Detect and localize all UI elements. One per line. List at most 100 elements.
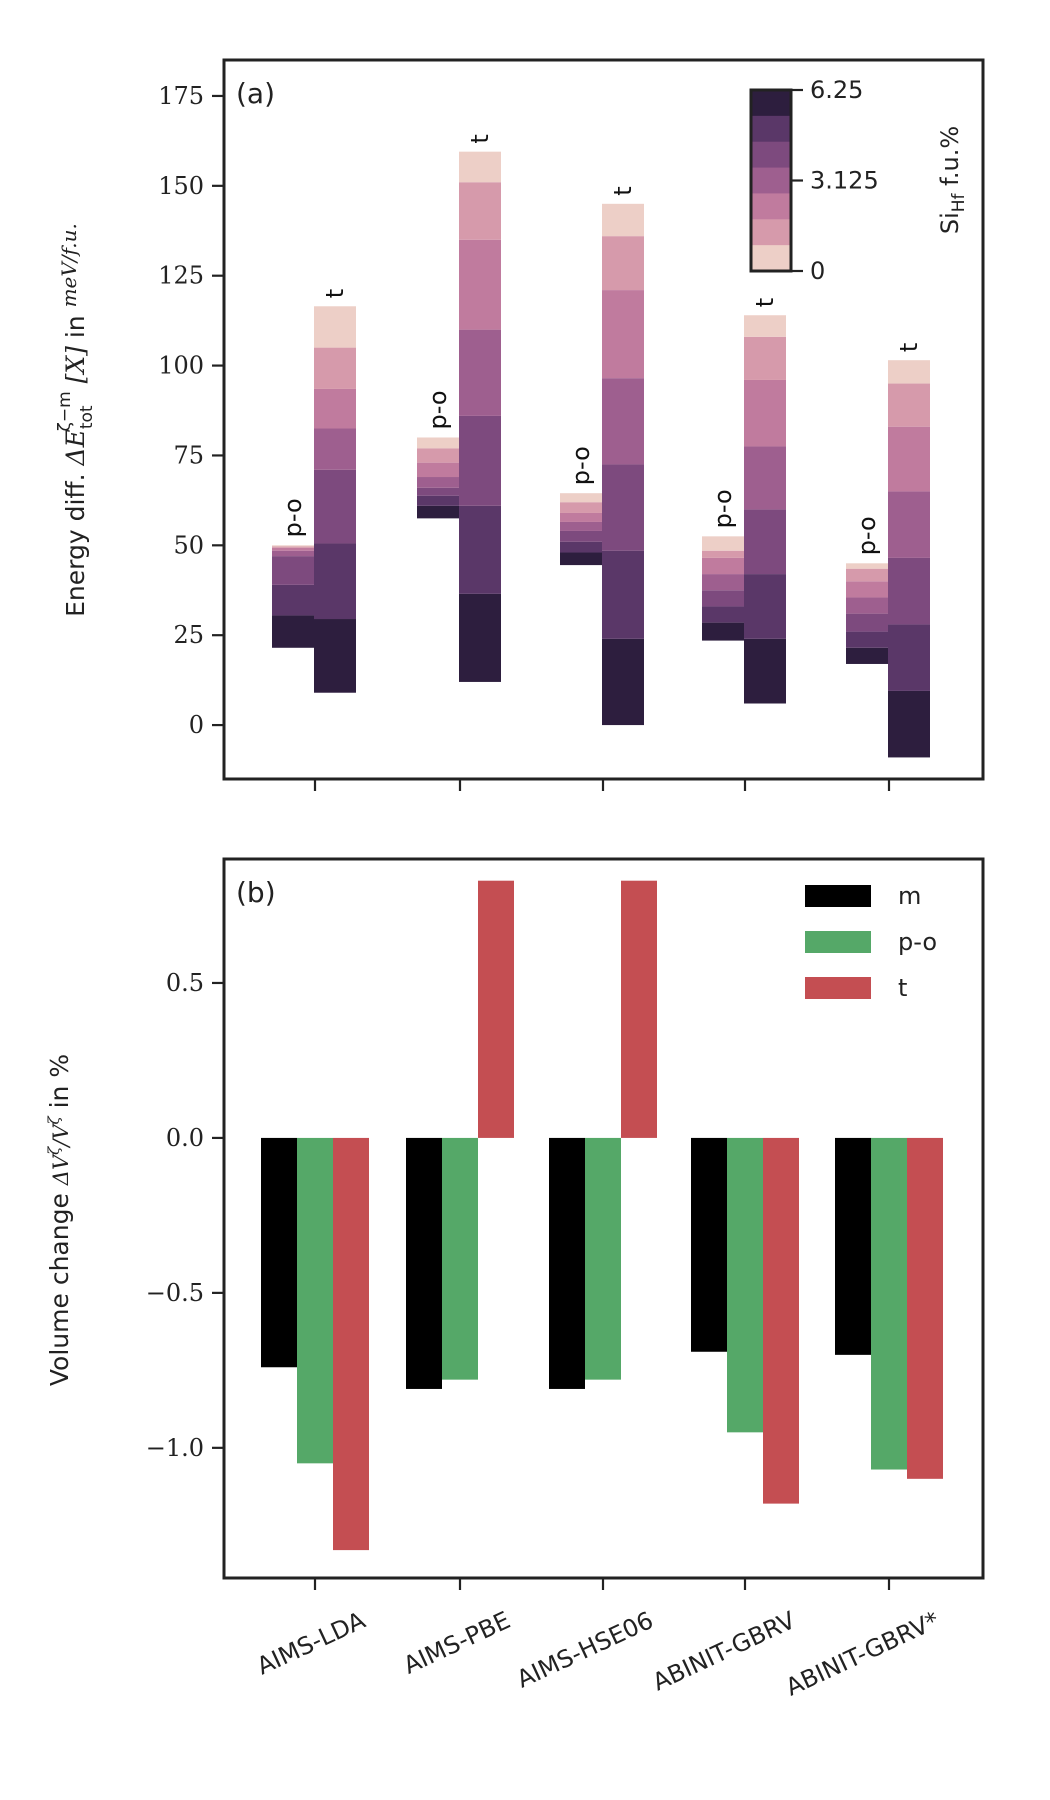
bar-segment-t-2-6	[602, 203, 644, 237]
bar-segment-p-o-4-5	[846, 568, 888, 582]
bar-segment-p-o-1-1	[417, 495, 459, 506]
bar-m-0	[261, 1137, 297, 1368]
panel-a-bar-labels: p-o p-o p-o p-o p-o t t t t t	[279, 134, 923, 555]
colorbar-swatch	[751, 90, 791, 117]
bar-segment-t-3-5	[744, 336, 786, 380]
panel-b-bars	[261, 880, 943, 1551]
panel-b-y-axis: 0.5 0.0 −0.5 −1.0	[146, 969, 224, 1462]
colorbar-label: SiHf f.u.%	[936, 126, 969, 234]
panel-b-volume-chart: 0.5 0.0 −0.5 −1.0 AIMS-LDA AIMS-PBEAIMS-HSE0…	[45, 857, 985, 1702]
bar-segment-p-o-3-4	[702, 557, 744, 575]
bar-segment-p-o-4-1	[846, 631, 888, 648]
bar-segment-t-4-6	[888, 360, 930, 384]
panel-a-y-axis: 0 25 50 75 100 125 150 175	[158, 82, 224, 739]
bar-p-o-3	[727, 1137, 763, 1433]
bar-segment-p-o-0-1	[272, 584, 314, 616]
bar-segment-p-o-1-4	[417, 462, 459, 478]
bar-label-t-3: t	[751, 298, 779, 307]
bar-segment-p-o-0-4	[272, 547, 314, 551]
panel-a-y-tick-label: 150	[158, 172, 204, 200]
bar-segment-t-3-3	[744, 446, 786, 510]
bar-p-o-4	[871, 1137, 907, 1470]
bar-segment-p-o-3-1	[702, 606, 744, 623]
legend-swatch-m	[805, 885, 871, 907]
bar-label-p-o-4: p-o	[853, 516, 881, 555]
bar-segment-p-o-3-3	[702, 574, 744, 591]
bar-segment-p-o-0-3	[272, 550, 314, 557]
bar-segment-p-o-0-0	[272, 615, 314, 648]
category-label-4: ABINIT-GBRV*	[781, 1606, 943, 1701]
panel-b-y-tick-label: −0.5	[146, 1279, 204, 1307]
bar-segment-p-o-3-6	[702, 536, 744, 551]
colorbar-tick-label: 6.25	[810, 76, 863, 104]
bar-segment-t-3-0	[744, 638, 786, 704]
bar-segment-t-1-0	[459, 593, 501, 682]
bar-segment-p-o-3-2	[702, 590, 744, 607]
colorbar-swatch	[751, 245, 791, 272]
bar-t-1	[478, 880, 514, 1138]
legend-swatch-t	[805, 977, 871, 999]
bar-segment-t-1-4	[459, 239, 501, 330]
bar-segment-t-2-5	[602, 236, 644, 291]
bar-segment-t-0-6	[314, 306, 356, 348]
bar-segment-p-o-2-6	[560, 493, 602, 503]
bar-segment-p-o-2-1	[560, 541, 602, 553]
legend-label-t: t	[898, 974, 907, 1002]
bar-label-p-o-1: p-o	[424, 390, 452, 429]
bar-t-0	[333, 1137, 369, 1551]
panel-a-y-tick-label: 75	[173, 441, 204, 469]
panel-a-label: (a)	[236, 77, 275, 110]
bar-segment-t-1-2	[459, 415, 501, 506]
bar-segment-p-o-4-4	[846, 581, 888, 598]
bar-segment-t-4-2	[888, 557, 930, 625]
bar-segment-p-o-4-3	[846, 597, 888, 614]
panel-b-x-axis: AIMS-LDA AIMS-PBEAIMS-HSE06ABINIT-GBRVABI…	[253, 1578, 944, 1702]
bar-segment-t-4-1	[888, 624, 930, 691]
bar-segment-p-o-1-2	[417, 487, 459, 496]
bar-segment-p-o-2-2	[560, 530, 602, 542]
bar-segment-p-o-0-2	[272, 556, 314, 585]
bar-segment-t-0-2	[314, 469, 356, 544]
panel-a-x-axis	[313, 779, 891, 791]
bar-segment-t-1-6	[459, 151, 501, 183]
legend-label-m: m	[898, 882, 921, 910]
bar-segment-t-4-3	[888, 491, 930, 558]
bar-label-t-0: t	[321, 289, 349, 298]
panel-b-y-tick-label: 0.0	[166, 1124, 204, 1152]
bar-segment-t-2-0	[602, 638, 644, 726]
bar-segment-p-o-1-6	[417, 437, 459, 449]
panel-a-y-tick-label: 175	[158, 82, 204, 110]
bar-segment-p-o-2-4	[560, 512, 602, 522]
bar-segment-t-2-3	[602, 378, 644, 465]
bar-segment-t-2-4	[602, 290, 644, 379]
panel-a-y-tick-label: 0	[189, 711, 204, 739]
bar-m-2	[549, 1137, 585, 1389]
bar-segment-p-o-2-3	[560, 521, 602, 531]
bar-segment-p-o-4-2	[846, 613, 888, 632]
bar-segment-p-o-2-5	[560, 502, 602, 513]
category-label-2: AIMS-HSE06	[512, 1606, 657, 1694]
bar-segment-t-2-1	[602, 550, 644, 639]
bar-segment-p-o-1-3	[417, 477, 459, 488]
bar-segment-t-3-1	[744, 574, 786, 639]
category-label-1: AIMS-PBE	[399, 1606, 514, 1680]
bar-label-t-2: t	[609, 186, 637, 195]
bar-segment-t-4-5	[888, 383, 930, 427]
panel-a-y-tick-label: 25	[173, 621, 204, 649]
bar-p-o-0	[297, 1137, 333, 1464]
panel-b-y-tick-label: −1.0	[146, 1434, 204, 1462]
bar-segment-p-o-2-0	[560, 552, 602, 566]
category-label-0: AIMS-LDA	[253, 1606, 370, 1681]
bar-m-3	[691, 1137, 727, 1352]
bar-segment-t-0-4	[314, 388, 356, 429]
bar-segment-t-1-3	[459, 329, 501, 416]
colorbar-swatch	[751, 219, 791, 246]
bar-segment-t-1-1	[459, 505, 501, 594]
bar-segment-p-o-3-0	[702, 622, 744, 641]
panel-a-bars	[272, 151, 930, 758]
panel-a-y-tick-label: 125	[158, 262, 204, 290]
bar-p-o-2	[585, 1137, 621, 1380]
bar-segment-p-o-4-0	[846, 647, 888, 664]
bar-segment-t-0-3	[314, 428, 356, 470]
bar-label-t-1: t	[466, 134, 494, 143]
